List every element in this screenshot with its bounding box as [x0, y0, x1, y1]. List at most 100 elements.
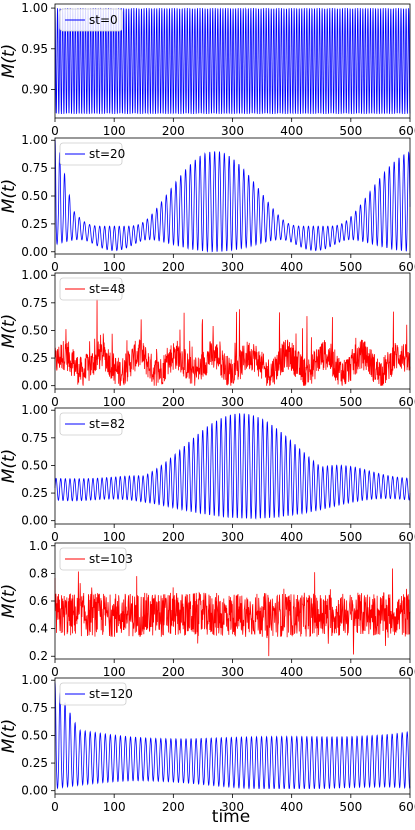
x-tick-label: 300 [221, 530, 244, 544]
x-tick-label: 0 [51, 530, 59, 544]
x-tick-label: 500 [339, 530, 362, 544]
x-tick-label: 100 [103, 530, 126, 544]
x-tick-label: 100 [103, 395, 126, 409]
x-tick-label: 300 [221, 800, 244, 814]
x-tick-label: 200 [162, 124, 185, 138]
chart-panel-st-82: 0 100 200 300 400 500 600 0.00 0.25 0.50 0.75 1.00 M… [0, 403, 415, 544]
y-tick-label: 0.8 [29, 566, 48, 580]
x-tick-label: 400 [280, 530, 303, 544]
x-tick-label: 400 [280, 800, 303, 814]
x-tick-label: 600 [399, 800, 415, 814]
legend-label: st=120 [89, 687, 133, 701]
x-tick-label: 600 [399, 530, 415, 544]
x-axis-label: time [212, 807, 250, 827]
x-tick-label: 300 [221, 395, 244, 409]
x-tick-label: 0 [51, 124, 59, 138]
legend-label: st=20 [89, 147, 125, 161]
y-tick-label: 1.00 [21, 673, 48, 687]
y-axis-label: M(t) [0, 449, 19, 484]
legend-box [59, 277, 123, 301]
x-tick-label: 200 [162, 260, 185, 274]
series-line [54, 7, 411, 115]
chart-panel-st-120: 0 100 200 300 400 500 600 0.00 0.25 0.50 0.75 1.00 M… [0, 673, 415, 814]
y-tick-label: 0.25 [21, 486, 48, 500]
y-tick-label: 0.50 [21, 728, 48, 742]
x-tick-label: 100 [103, 124, 126, 138]
y-tick-label: 0.00 [21, 514, 48, 528]
x-tick-label: 500 [339, 665, 362, 679]
chart-panel-st-20: 0 100 200 300 400 500 600 0.00 0.25 0.50 0.75 1.00 M… [0, 133, 415, 274]
y-tick-label: 0.95 [21, 42, 48, 56]
y-tick-label: 0.25 [21, 217, 48, 231]
y-tick-label: 0.50 [21, 323, 48, 337]
legend-box [59, 682, 127, 706]
x-tick-label: 600 [399, 665, 415, 679]
x-tick-label: 600 [399, 124, 415, 138]
x-tick-label: 0 [51, 260, 59, 274]
y-tick-label: 0.25 [21, 351, 48, 365]
y-tick-label: 0.4 [29, 622, 48, 636]
y-tick-label: 1.00 [21, 1, 48, 15]
y-tick-label: 0.00 [21, 379, 48, 393]
y-tick-label: 1.0 [29, 539, 48, 553]
legend-box [59, 142, 123, 166]
y-tick-label: 0.2 [29, 649, 48, 663]
series-line [54, 568, 411, 657]
y-tick-label: 0.75 [21, 701, 48, 715]
x-tick-label: 300 [221, 665, 244, 679]
x-tick-label: 200 [162, 530, 185, 544]
y-tick-label: 0.90 [21, 83, 48, 97]
legend-label: st=82 [89, 417, 125, 431]
y-axis-label: M(t) [0, 314, 19, 349]
x-tick-label: 500 [339, 124, 362, 138]
y-tick-label: 0.25 [21, 756, 48, 770]
y-tick-label: 0.00 [21, 784, 48, 798]
chart-panel-st-103: 0 100 200 300 400 500 600 0.2 0.4 0.6 0.8 1.0 M(t) st… [0, 539, 415, 679]
legend-label: st=103 [89, 552, 133, 566]
legend-box [59, 8, 123, 32]
y-axis-label: M(t) [0, 584, 19, 619]
y-tick-label: 0.6 [29, 594, 48, 608]
x-tick-label: 400 [280, 395, 303, 409]
legend-box [59, 547, 127, 571]
x-tick-label: 0 [51, 665, 59, 679]
x-tick-label: 300 [221, 124, 244, 138]
legend-label: st=48 [89, 282, 125, 296]
x-tick-label: 100 [103, 800, 126, 814]
x-tick-label: 400 [280, 124, 303, 138]
y-tick-label: 0.75 [21, 296, 48, 310]
series-line [54, 413, 411, 520]
y-tick-label: 0.50 [21, 458, 48, 472]
legend-box [59, 412, 123, 436]
x-tick-label: 200 [162, 665, 185, 679]
y-axis-label: M(t) [0, 44, 19, 79]
x-tick-label: 600 [399, 260, 415, 274]
y-axis-label: M(t) [0, 179, 19, 214]
x-tick-label: 200 [162, 395, 185, 409]
series-line [54, 682, 411, 790]
x-tick-label: 0 [51, 800, 59, 814]
x-tick-label: 500 [339, 800, 362, 814]
x-tick-label: 0 [51, 395, 59, 409]
chart-panel-st-0: 0 100 200 300 400 500 600 0.90 0.95 1.00 M(t) st=0 [0, 1, 415, 138]
y-tick-label: 1.00 [21, 133, 48, 147]
y-tick-label: 0.00 [21, 245, 48, 259]
x-tick-label: 100 [103, 665, 126, 679]
series-line [54, 298, 411, 386]
x-tick-label: 600 [399, 395, 415, 409]
x-tick-label: 500 [339, 395, 362, 409]
x-tick-label: 300 [221, 260, 244, 274]
x-tick-label: 400 [280, 260, 303, 274]
x-tick-label: 500 [339, 260, 362, 274]
chart-panel-st-48: 0 100 200 300 400 500 600 0.00 0.25 0.50 0.75 1.00 M… [0, 268, 415, 409]
series-line [54, 139, 411, 253]
x-tick-label: 100 [103, 260, 126, 274]
y-tick-label: 0.75 [21, 161, 48, 175]
y-tick-label: 0.50 [21, 189, 48, 203]
y-tick-label: 1.00 [21, 268, 48, 282]
y-tick-label: 1.00 [21, 403, 48, 417]
x-tick-label: 400 [280, 665, 303, 679]
legend-label: st=0 [89, 13, 118, 27]
y-tick-label: 0.75 [21, 431, 48, 445]
